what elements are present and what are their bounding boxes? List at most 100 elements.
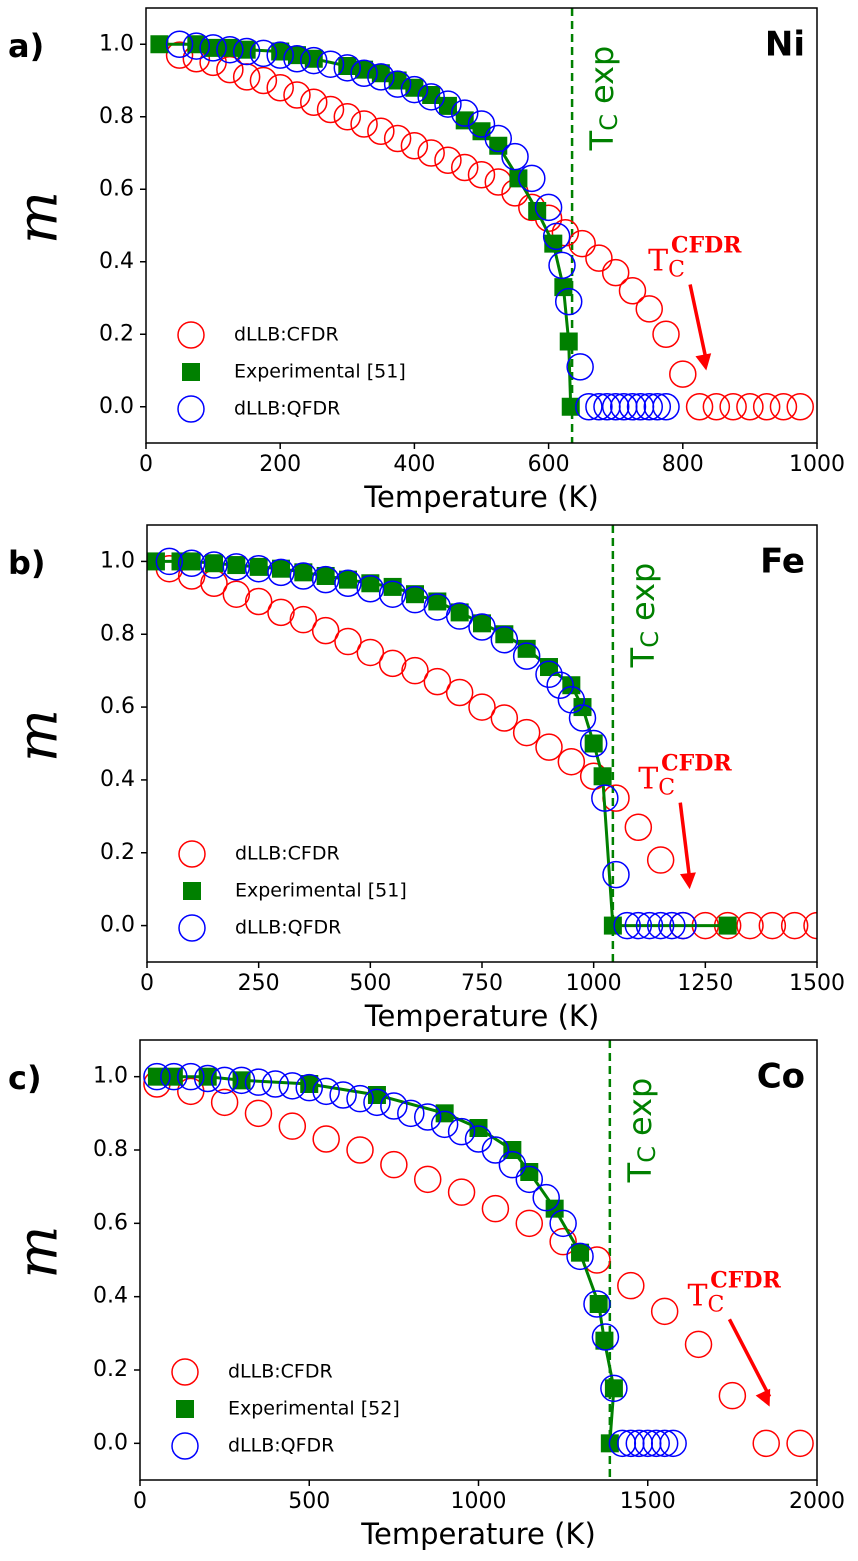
point <box>216 35 244 64</box>
point <box>518 164 546 193</box>
x-tick-label: 0 <box>133 1489 147 1514</box>
y-tick-label: 0.6 <box>100 694 135 719</box>
point <box>283 45 311 73</box>
point <box>780 911 809 940</box>
point <box>434 146 462 174</box>
point <box>468 613 496 641</box>
point <box>220 38 239 57</box>
material-label: Fe <box>760 542 805 582</box>
legend-marker <box>178 840 206 868</box>
point <box>278 1072 307 1100</box>
tc-cfdr-sup: CFDR <box>661 751 732 777</box>
x-tick-label: 0 <box>140 971 154 996</box>
point <box>669 360 697 388</box>
point <box>545 1199 564 1218</box>
point <box>350 110 378 138</box>
point <box>467 161 496 189</box>
point <box>346 1084 374 1113</box>
point <box>571 1243 590 1262</box>
point <box>601 258 630 287</box>
legend-marker <box>178 914 206 942</box>
point <box>490 625 519 654</box>
x-tick-label: 200 <box>259 452 301 477</box>
point <box>447 1178 476 1206</box>
x-tick-label: 0 <box>139 452 153 477</box>
point <box>413 1103 442 1131</box>
point <box>200 551 228 579</box>
point <box>356 574 385 603</box>
point <box>719 393 747 421</box>
x-tick-label: 250 <box>238 971 280 996</box>
point <box>334 627 362 656</box>
point <box>554 278 573 297</box>
y-tick-label: 0.8 <box>100 621 135 646</box>
point <box>205 554 223 573</box>
point <box>295 1073 323 1102</box>
point <box>417 139 445 167</box>
y-tick-label: 0.2 <box>99 321 134 346</box>
x-tick-label: 600 <box>528 452 570 477</box>
point <box>635 295 663 323</box>
axes-frame <box>145 7 818 444</box>
point <box>585 393 613 421</box>
point <box>333 103 362 131</box>
point <box>786 1429 814 1458</box>
point <box>428 592 447 611</box>
y-tick-label: 0.4 <box>100 767 135 792</box>
y-axis-label: m <box>6 1225 71 1278</box>
point <box>378 580 407 608</box>
point <box>227 556 246 575</box>
tc-exp-label: TCexp <box>621 1078 661 1184</box>
tc-rest: exp <box>621 1078 659 1136</box>
point <box>557 747 586 776</box>
axes-frame <box>139 1039 818 1481</box>
point <box>585 244 613 272</box>
point <box>316 566 335 585</box>
point <box>232 37 261 66</box>
point <box>312 1077 340 1106</box>
point <box>405 78 424 97</box>
arrow-head <box>755 1388 771 1407</box>
point <box>283 81 311 109</box>
point <box>177 1062 205 1091</box>
point <box>450 603 469 622</box>
point <box>447 1117 476 1146</box>
point <box>339 570 357 589</box>
legend-label: Experimental [51] <box>235 880 407 902</box>
point <box>659 1429 687 1458</box>
point <box>383 70 412 98</box>
point <box>445 602 474 630</box>
tc-exp-label: TCexp <box>624 563 664 669</box>
point <box>380 1092 408 1120</box>
point <box>548 251 576 280</box>
tc-cfdr-label: TCCFDR <box>687 1267 781 1317</box>
point <box>534 193 563 222</box>
panel-label: c) <box>8 1059 42 1097</box>
point <box>422 86 441 104</box>
x-tick-label: 500 <box>288 1489 330 1514</box>
material-label: Co <box>757 1057 805 1097</box>
tc-sub: C <box>636 631 664 648</box>
point <box>227 1066 256 1095</box>
x-tick-label: 800 <box>662 452 704 477</box>
x-tick-label: 400 <box>393 452 435 477</box>
point <box>380 1150 408 1179</box>
tc-main: T <box>583 130 621 151</box>
point <box>450 153 479 182</box>
point <box>652 320 680 348</box>
point <box>736 911 764 940</box>
point <box>495 625 514 644</box>
point <box>604 1379 623 1398</box>
point <box>646 911 675 940</box>
point <box>490 704 519 732</box>
y-tick-label: 0.4 <box>99 249 134 274</box>
point <box>617 1271 645 1300</box>
tc-cfdr-sub: C <box>707 1292 724 1317</box>
y-tick-label: 0.8 <box>99 104 134 129</box>
point <box>312 1125 340 1153</box>
point <box>549 1209 577 1238</box>
point <box>562 676 581 695</box>
x-axis-label: Temperature (K) <box>360 1517 596 1551</box>
point <box>294 563 313 582</box>
